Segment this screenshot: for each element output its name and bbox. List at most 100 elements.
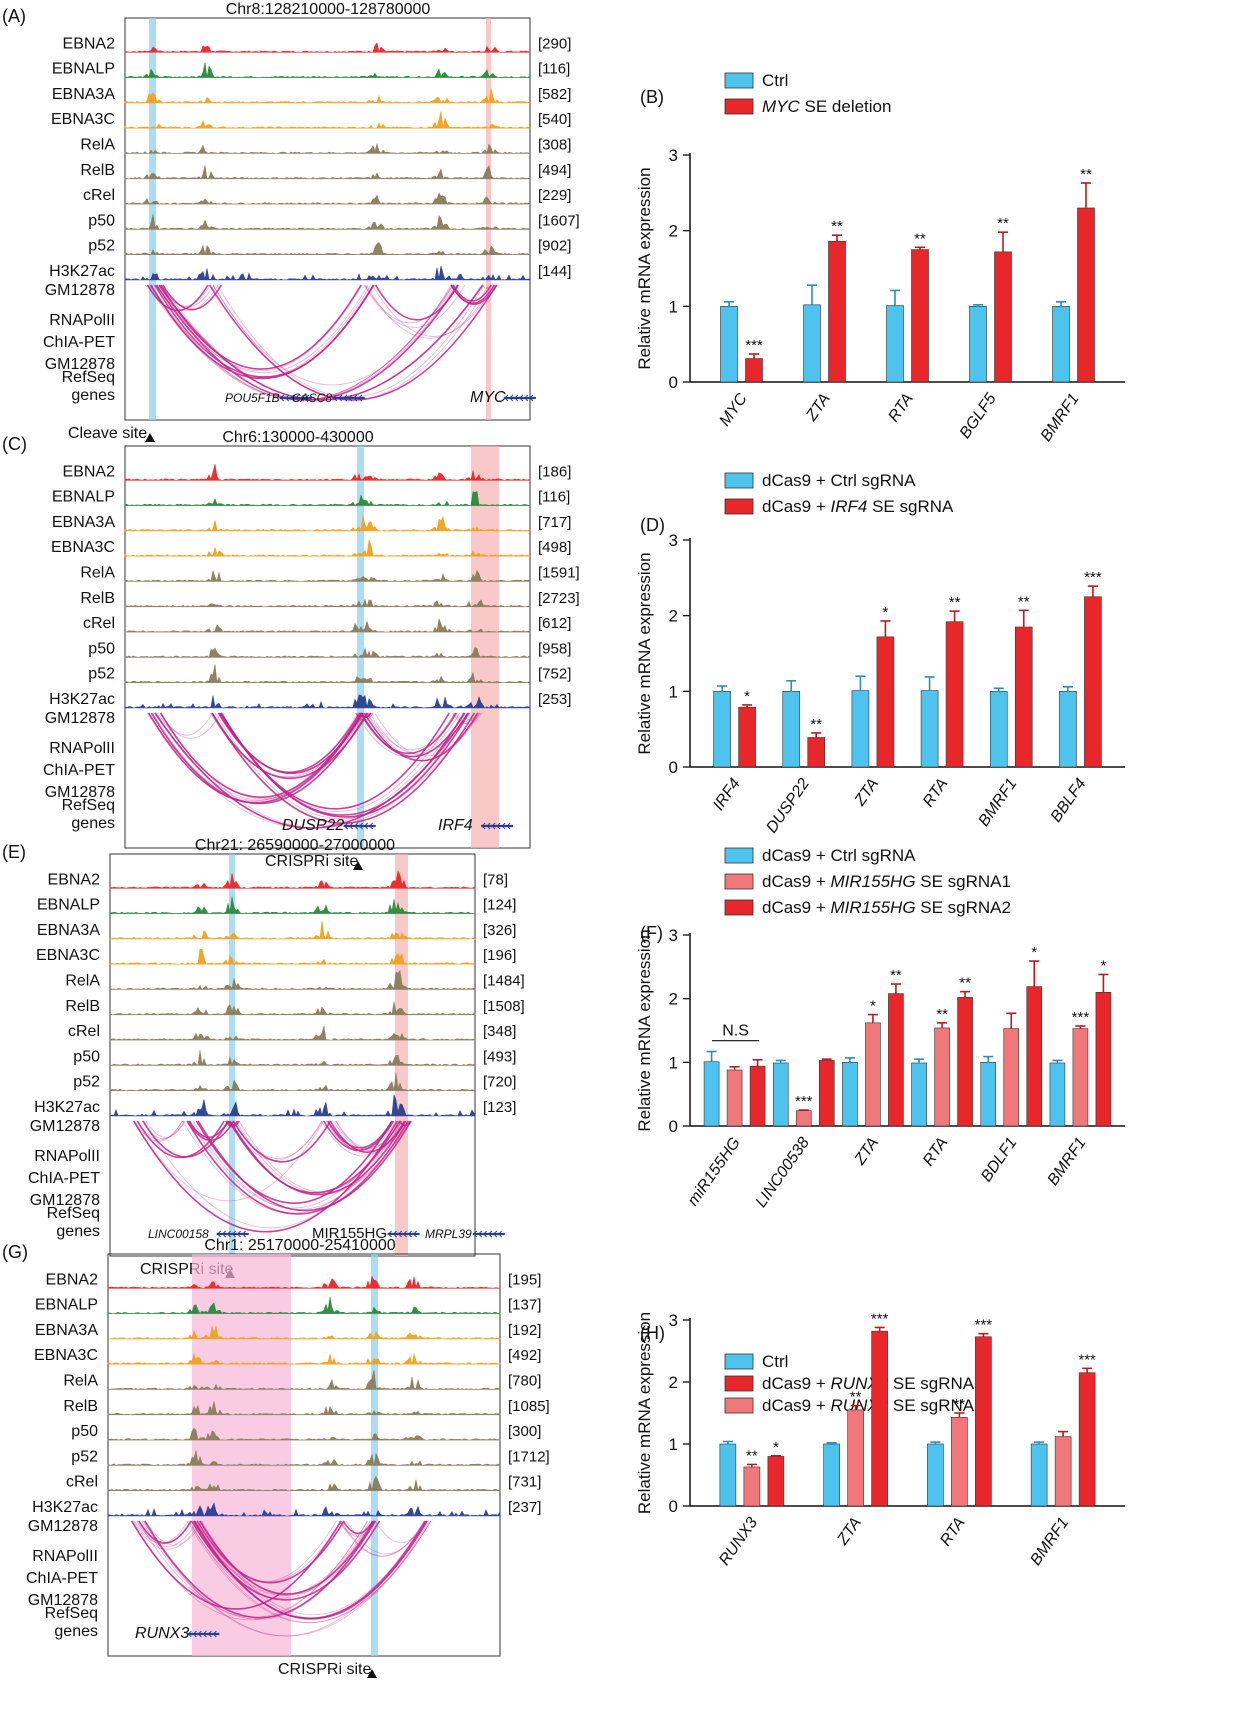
- signal-track: [124, 598, 531, 608]
- signal-track: [124, 538, 531, 557]
- gene-strand-arrow: [483, 1230, 488, 1238]
- track-scale: [780]: [508, 1373, 541, 1390]
- track-label: RelA: [65, 973, 100, 990]
- y-axis-label: Relative mRNA expression: [635, 1312, 654, 1514]
- gene-strand-arrow: [216, 1230, 221, 1238]
- legend-swatch: [724, 498, 754, 515]
- chia-pet-loop: [228, 1120, 401, 1194]
- bar: [1077, 207, 1095, 383]
- site-label: Cleave site: [68, 425, 147, 442]
- track-scale: [958]: [538, 640, 571, 657]
- track-label: EBNA3C: [36, 947, 100, 964]
- significance-mark: **: [936, 1006, 948, 1023]
- track-label: p52: [88, 238, 115, 255]
- chia-pet-loop: [142, 1520, 432, 1637]
- y-axis-label: Relative mRNA expression: [635, 929, 654, 1131]
- signal-track: [124, 142, 531, 155]
- chia-pet-loop: [134, 1520, 189, 1544]
- track-scale: [308]: [538, 137, 571, 154]
- y-tick-label: 0: [669, 1497, 678, 1516]
- chia-pet-label: GM12878: [28, 1592, 98, 1609]
- legend-text: Ctrl: [762, 1352, 788, 1371]
- track-scale: [348]: [483, 1023, 516, 1040]
- y-tick-label: 3: [669, 146, 678, 165]
- chia-pet-loop: [146, 712, 466, 829]
- legend-entry: dCas9 + IRF4 SE sgRNA: [762, 497, 954, 516]
- chia-pet-loop: [212, 284, 452, 386]
- bar: [934, 1027, 950, 1127]
- bar: [818, 1060, 835, 1127]
- y-axis-label: Relative mRNA expression: [635, 552, 654, 754]
- bar: [1030, 1443, 1048, 1507]
- legend-gene: MIR155HG: [831, 872, 916, 891]
- chia-pet-loop: [365, 284, 494, 339]
- cleave-site-highlight: [229, 854, 235, 1256]
- chia-pet-loop: [238, 1120, 410, 1193]
- chia-pet-loop: [141, 1520, 377, 1620]
- chia-pet-loop: [132, 1520, 202, 1550]
- site-marker-triangle: [145, 433, 155, 442]
- bar: [743, 1466, 761, 1507]
- y-tick-label: 2: [669, 990, 678, 1009]
- bar: [713, 691, 731, 768]
- category-label: BBLF4: [1048, 775, 1090, 825]
- chia-pet-loop: [145, 1120, 186, 1138]
- gene-strand-arrow: [392, 1230, 397, 1238]
- legend-text: dCas9 +: [762, 898, 831, 917]
- gene-strand-arrow: [501, 822, 506, 830]
- gene-label: CASC8: [292, 391, 332, 405]
- track-label: EBNA2: [46, 1271, 99, 1288]
- chia-pet-loop: [363, 712, 479, 762]
- gene-label: POU5F1B: [225, 391, 280, 405]
- bar: [911, 249, 929, 383]
- legend-text: SE deletion: [800, 97, 892, 116]
- track-scale: [717]: [538, 514, 571, 531]
- legend-swatch: [724, 899, 754, 916]
- bar: [994, 251, 1012, 383]
- category-label: RTA: [937, 1515, 968, 1550]
- significance-mark: *: [882, 604, 888, 621]
- track-label: RelB: [80, 590, 115, 607]
- track-scale: [192]: [508, 1322, 541, 1339]
- signal-track: [109, 896, 476, 914]
- category-label: BMRF1: [1045, 1135, 1090, 1189]
- significance-mark: ***: [745, 337, 763, 354]
- locus-title: Chr8:128210000-128780000: [226, 1, 431, 18]
- chia-pet-label: RNAPolII: [49, 312, 115, 329]
- gene-strand-arrow: [221, 1230, 226, 1238]
- legend-text: dCas9 +: [762, 872, 831, 891]
- track-label: H3K27ac: [49, 691, 115, 708]
- signal-track: [107, 1502, 501, 1517]
- chia-pet-loop: [158, 284, 369, 373]
- refseq-label: genes: [71, 387, 115, 404]
- signal-track: [124, 111, 531, 129]
- track-label: RelA: [80, 137, 115, 154]
- signal-track: [109, 1001, 476, 1016]
- track-scale: [492]: [508, 1347, 541, 1364]
- category-label: BDLF1: [978, 1135, 1020, 1186]
- chia-pet-loop: [182, 1120, 403, 1214]
- significance-mark: **: [746, 1447, 758, 1464]
- legend-text: SE sgRNA2: [916, 898, 1011, 917]
- significance-mark: **: [949, 594, 961, 611]
- bar: [1003, 1028, 1020, 1127]
- panel-letter: (F): [640, 923, 663, 943]
- chia-pet-loop: [372, 284, 496, 337]
- chia-pet-loop: [155, 712, 469, 829]
- bar: [1095, 991, 1112, 1127]
- bar: [842, 1062, 858, 1127]
- chia-pet-loop: [339, 1520, 425, 1557]
- gene-strand-arrow: [187, 1630, 192, 1638]
- track-label: p50: [88, 640, 115, 657]
- chia-pet-loop: [220, 712, 450, 810]
- category-label: BGLF5: [957, 390, 1000, 441]
- bar: [1078, 1372, 1096, 1507]
- significance-mark: ***: [871, 1310, 889, 1327]
- browser-frame: [124, 445, 531, 849]
- track-label: EBNA3C: [34, 1347, 98, 1364]
- track-scale: [752]: [538, 666, 571, 683]
- category-label: RTA: [920, 1135, 951, 1170]
- significance-mark: **: [1018, 593, 1030, 610]
- genome-browser-panel-G: (G) Chr1: 25170000-25410000 EBNA2 [195] EBNA…: [2, 1237, 550, 1678]
- track-scale: [253]: [538, 691, 571, 708]
